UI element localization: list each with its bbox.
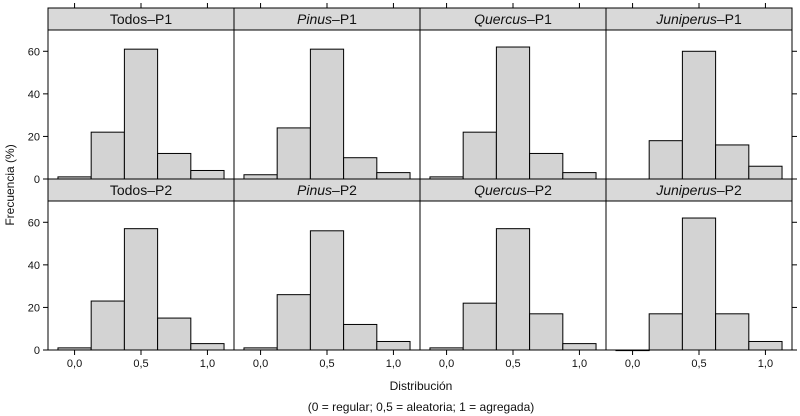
y-tick-label: 20 (28, 131, 40, 143)
histogram-bar (123, 48, 159, 180)
x-tick-label: 0,0 (625, 358, 640, 370)
histogram-bar (309, 230, 345, 351)
histogram-bar (276, 294, 311, 351)
histogram-bar (376, 172, 411, 180)
x-tick-label: 0,0 (253, 358, 268, 370)
histogram-bar (90, 131, 125, 180)
panel-title: Todos–P1 (110, 11, 172, 27)
histogram-bar (495, 46, 531, 180)
panel: Pinus–P1 (233, 7, 421, 180)
histogram-bar (715, 313, 750, 351)
histogram-bar (529, 152, 564, 180)
panels-layer: Todos–P1 Pinus–P1 Quercus–P1 Juniperus–P1To… (47, 7, 793, 352)
histogram-bar (681, 50, 717, 180)
y-axis-title: Frecuencia (%) (3, 144, 17, 225)
histogram-bar (648, 140, 683, 180)
histogram-bar (562, 343, 597, 351)
panel-title: Quercus–P1 (474, 11, 552, 27)
panel: Juniperus–P1 (605, 7, 793, 181)
x-tick-label: 0,0 (67, 358, 82, 370)
panel-title: Todos–P2 (110, 182, 172, 198)
x-tick-label: 0,5 (505, 358, 520, 370)
x-tick-label: 1,0 (200, 358, 215, 370)
histogram-bar (681, 217, 717, 351)
histogram-bar (343, 157, 378, 180)
panel-title-italic: Pinus (297, 11, 332, 27)
histogram-bar (648, 313, 683, 351)
x-tick-label: 0,0 (439, 358, 454, 370)
histogram-bar (462, 302, 497, 351)
histogram-bar (462, 131, 497, 180)
y-tick-label: 20 (28, 302, 40, 314)
histogram-bar (123, 228, 159, 351)
x-axis-note: (0 = regular; 0,5 = aleatoria; 1 = agreg… (308, 400, 534, 414)
panel: Quercus–P2 (419, 178, 607, 351)
histogram-bar (715, 144, 750, 180)
panel-title-italic: Quercus (474, 11, 527, 27)
histogram-bar (57, 347, 92, 351)
x-tick-label: 1,0 (386, 358, 401, 370)
histogram-bar (190, 343, 225, 351)
panel-title: Juniperus–P2 (655, 182, 742, 198)
panel-title-italic: Quercus (474, 182, 527, 198)
x-tick-label: 0,5 (691, 358, 706, 370)
histogram-bar (429, 347, 464, 351)
panel-title-rest: Todos–P2 (110, 182, 172, 198)
histogram-bar (157, 152, 192, 180)
panel-title-rest: –P2 (332, 182, 357, 198)
x-tick-label: 1,0 (758, 358, 773, 370)
panel: Todos–P2 (47, 178, 235, 351)
panel: Todos–P1 (47, 7, 235, 180)
x-tick-label: 0,5 (133, 358, 148, 370)
y-tick-label: 40 (28, 89, 40, 101)
y-tick-label: 0 (34, 345, 40, 357)
y-tick-label: 60 (28, 217, 40, 229)
panel-title-rest: –P1 (717, 11, 742, 27)
histogram-bar (90, 300, 125, 351)
histogram-bar (562, 172, 597, 180)
histogram-bar (190, 169, 225, 180)
x-tick-label: 0,5 (319, 358, 334, 370)
panel-title-rest: –P1 (527, 11, 552, 27)
y-tick-label: 60 (28, 46, 40, 58)
histogram-bar (157, 317, 192, 351)
panel-title-italic: Juniperus (655, 182, 717, 198)
histogram-bar (495, 228, 531, 351)
panel-title: Pinus–P1 (297, 11, 357, 27)
x-axis-title: Distribución (390, 379, 453, 393)
histogram-bar (276, 127, 311, 180)
panel: Juniperus–P2 (605, 178, 793, 352)
x-tick-label: 1,0 (572, 358, 587, 370)
panel-title: Quercus–P2 (474, 182, 552, 198)
histogram-bar (748, 165, 783, 180)
panel: Quercus–P1 (419, 7, 607, 180)
panel: Pinus–P2 (233, 178, 421, 351)
histogram-bar (529, 313, 564, 351)
axes-layer: 0 20 40 60 0 20 40 60 0,0 0,5 1,0 0,0 0,5 1,0 0,0 0,5 1,… (28, 3, 797, 370)
histogram-bar (243, 347, 278, 351)
panel-title-italic: Pinus (297, 182, 332, 198)
histogram-bar (376, 340, 411, 351)
histogram-bar (748, 340, 783, 351)
panel-title-rest: –P2 (717, 182, 742, 198)
histogram-bar (343, 323, 378, 351)
panel-title-italic: Juniperus (655, 11, 717, 27)
histogram-bar (243, 174, 278, 180)
panel-title-rest: –P1 (332, 11, 357, 27)
panel-title: Pinus–P2 (297, 182, 357, 198)
panel-title: Juniperus–P1 (655, 11, 742, 27)
y-tick-label: 40 (28, 260, 40, 272)
histogram-bar (309, 48, 345, 180)
panel-title-rest: –P2 (527, 182, 552, 198)
y-tick-label: 0 (34, 174, 40, 186)
panel-title-rest: Todos–P1 (110, 11, 172, 27)
